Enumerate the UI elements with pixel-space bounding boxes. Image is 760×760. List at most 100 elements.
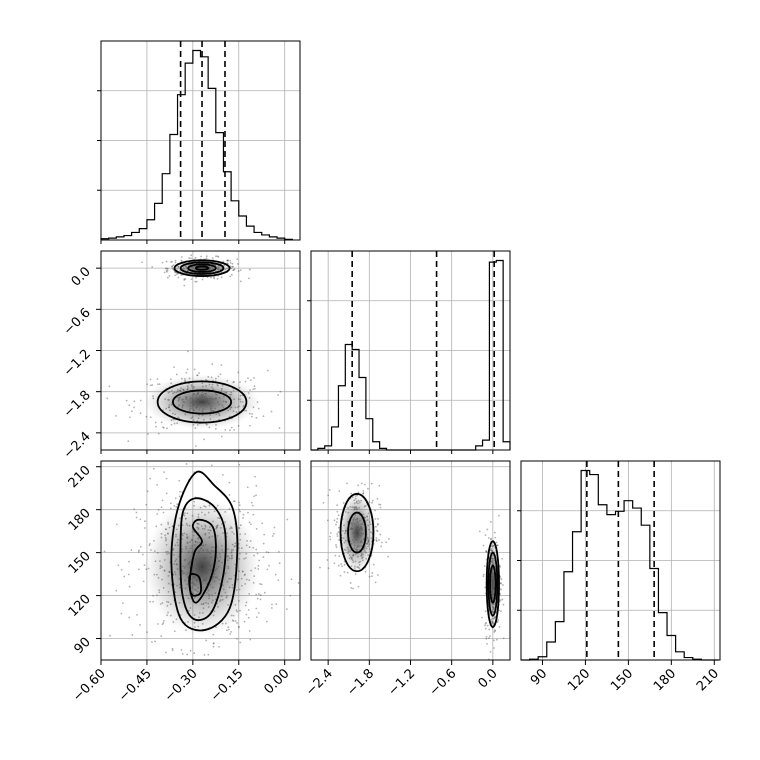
- sample-point: [193, 504, 196, 507]
- sample-point: [252, 388, 255, 391]
- sample-point: [166, 550, 169, 553]
- sample-point: [360, 540, 363, 542]
- sample-point: [208, 267, 211, 269]
- sample-point: [189, 560, 192, 563]
- sample-point: [178, 397, 181, 399]
- sample-point: [491, 593, 494, 596]
- sample-point: [143, 564, 146, 567]
- sample-point: [206, 571, 209, 574]
- sample-point: [177, 397, 179, 399]
- sample-point: [350, 557, 353, 560]
- sample-point: [229, 429, 231, 432]
- sample-point: [190, 278, 193, 281]
- sample-point: [343, 541, 346, 544]
- sample-point: [196, 590, 199, 593]
- sample-point: [207, 529, 210, 531]
- sample-point: [225, 400, 227, 403]
- sample-point: [370, 482, 373, 485]
- sample-point: [483, 573, 485, 576]
- sample-point: [201, 396, 204, 399]
- sample-point: [360, 527, 363, 530]
- sample-point: [374, 518, 377, 520]
- sample-point: [128, 585, 131, 588]
- sample-point: [172, 264, 175, 267]
- sample-point: [164, 651, 167, 654]
- sample-point: [353, 517, 355, 519]
- sample-point: [493, 578, 495, 581]
- sample-point: [211, 535, 214, 538]
- sample-point: [237, 547, 240, 549]
- sample-point: [208, 267, 211, 269]
- sample-point: [182, 404, 184, 406]
- sample-point: [166, 600, 168, 603]
- sample-point: [203, 571, 206, 574]
- sample-point: [492, 588, 495, 591]
- sample-point: [195, 579, 198, 582]
- sample-point: [130, 410, 133, 413]
- sample-point: [502, 603, 505, 606]
- sample-point: [253, 377, 255, 379]
- sample-point: [360, 523, 363, 526]
- sample-point: [356, 494, 359, 497]
- sample-point: [348, 554, 351, 556]
- sample-point: [353, 547, 356, 549]
- sample-point: [210, 397, 213, 400]
- sample-point: [184, 579, 186, 582]
- sample-point: [224, 521, 226, 524]
- sample-point: [206, 399, 209, 402]
- sample-point: [183, 278, 186, 280]
- sample-point: [186, 350, 189, 353]
- sample-point: [233, 268, 235, 271]
- sample-point: [212, 576, 215, 579]
- sample-point: [202, 579, 205, 582]
- y-tick-label: −0.6: [61, 306, 94, 339]
- sample-point: [167, 521, 169, 524]
- sample-point: [198, 616, 200, 619]
- sample-point: [192, 534, 195, 537]
- sample-point: [157, 432, 160, 435]
- sample-point: [219, 600, 221, 603]
- sample-point: [208, 526, 211, 529]
- sample-point: [176, 568, 179, 570]
- sample-point: [212, 550, 215, 553]
- sample-point: [162, 511, 165, 514]
- sample-point: [252, 581, 255, 584]
- sample-point: [357, 545, 360, 548]
- sample-point: [247, 609, 250, 611]
- sample-point: [217, 255, 220, 258]
- sample-point: [146, 631, 148, 634]
- sample-point: [192, 592, 194, 595]
- sample-point: [194, 400, 197, 403]
- sample-point: [352, 587, 354, 590]
- sample-point: [356, 546, 359, 549]
- sample-point: [158, 591, 161, 594]
- sample-point: [348, 557, 351, 560]
- sample-point: [354, 495, 357, 498]
- sample-point: [172, 418, 175, 421]
- sample-point: [239, 280, 242, 283]
- sample-point: [212, 409, 215, 412]
- sample-point: [192, 393, 195, 396]
- sample-point: [150, 549, 152, 551]
- sample-point: [205, 397, 208, 400]
- sample-point: [346, 571, 349, 574]
- sample-point: [360, 499, 363, 502]
- sample-point: [497, 619, 500, 621]
- sample-point: [185, 594, 188, 597]
- sample-point: [208, 536, 211, 539]
- sample-point: [246, 486, 249, 489]
- sample-point: [492, 582, 495, 584]
- sample-point: [356, 520, 359, 523]
- sample-point: [161, 602, 164, 604]
- sample-point: [196, 526, 199, 529]
- sample-point: [172, 392, 175, 395]
- sample-point: [176, 389, 179, 391]
- sample-point: [233, 398, 236, 401]
- sample-point: [147, 567, 150, 570]
- sample-point: [202, 549, 205, 552]
- sample-point: [230, 393, 233, 396]
- sample-point: [217, 384, 219, 387]
- sample-point: [367, 537, 369, 540]
- sample-point: [194, 557, 197, 560]
- sample-point: [178, 586, 181, 589]
